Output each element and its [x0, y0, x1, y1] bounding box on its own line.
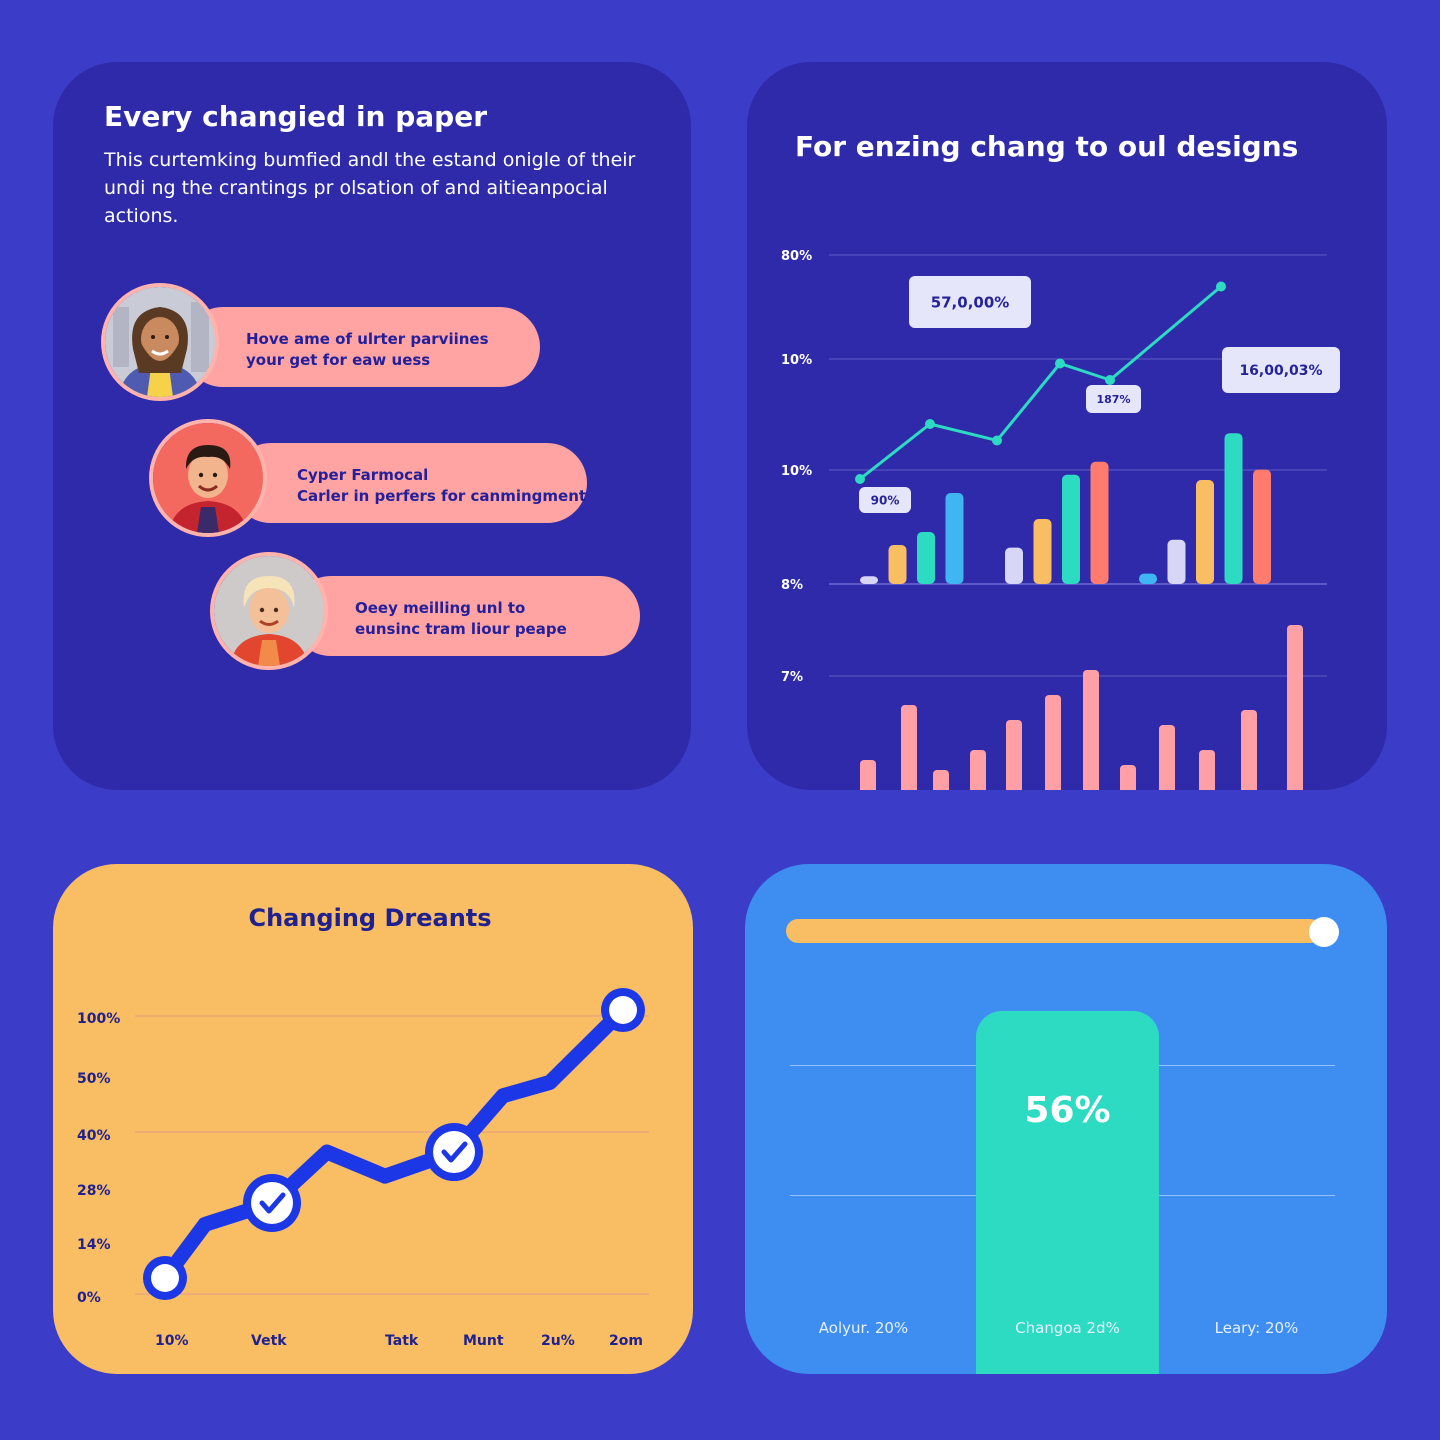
testimonial-line-1: Cyper Farmocal	[297, 466, 429, 484]
young-man-avatar-icon	[149, 419, 267, 537]
lower-bar	[1287, 625, 1303, 790]
trend-line	[859, 285, 1222, 481]
testimonial-line-2: your get for eaw uess	[246, 351, 431, 369]
callout-label: 57,0,00%	[931, 293, 1010, 311]
callout-label: 187%	[1097, 393, 1131, 406]
callout-label: 90%	[871, 493, 900, 507]
trend-point	[992, 435, 1002, 446]
y-tick-label: 80%	[781, 249, 812, 264]
lower-bar	[1199, 750, 1215, 790]
bar	[1062, 474, 1080, 584]
testimonials-description: This curtemking bumfied andl the estand …	[104, 149, 636, 227]
x-tick-label: 2u%	[541, 1333, 575, 1349]
lower-bar	[933, 770, 949, 790]
lower-bar	[970, 750, 986, 790]
x-tick-label: Munt	[463, 1333, 504, 1349]
callout-label: 16,00,03%	[1239, 363, 1322, 379]
lower-bar	[1006, 720, 1022, 790]
bar	[1167, 539, 1186, 584]
bar	[1224, 433, 1243, 584]
lower-bar	[860, 760, 876, 790]
bar	[1139, 573, 1157, 584]
callout-box	[859, 487, 911, 513]
bar	[917, 532, 935, 584]
testimonials-title: Every changied in paper	[104, 100, 488, 133]
trend-point	[1055, 358, 1065, 369]
testimonial-line-2: eunsinc tram liour peape	[355, 620, 567, 638]
callout-box	[1086, 385, 1141, 413]
bearded-man-avatar-icon	[101, 283, 219, 401]
trend-point	[1216, 281, 1226, 292]
x-tick-label: 10%	[155, 1333, 189, 1349]
bar	[1033, 519, 1052, 584]
progress-slider-track[interactable]	[786, 919, 1322, 943]
bar	[1090, 461, 1109, 584]
lower-bar	[901, 705, 917, 790]
testimonial-pill[interactable]: Hove ame of ulrter parviines your get fo…	[183, 307, 540, 387]
testimonial-line-2: Carler in perfers for canmingment	[297, 487, 587, 505]
bar	[1196, 480, 1214, 584]
trend-point	[925, 419, 935, 429]
bar	[1253, 469, 1271, 584]
line-chart-card: Changing Dreants 100% 50% 40% 28% 14% 0% 10% Ve…	[53, 864, 693, 1374]
y-tick-label: 14%	[77, 1237, 111, 1253]
data-point-center	[151, 1264, 179, 1292]
lower-bar	[1083, 670, 1099, 790]
y-tick-label: 28%	[77, 1183, 111, 1199]
y-tick-label: 7%	[781, 670, 803, 685]
data-point-center	[609, 996, 637, 1024]
bar	[860, 576, 878, 584]
lower-bar	[1045, 695, 1061, 790]
callout-box	[1222, 347, 1340, 393]
lower-bar	[1241, 710, 1257, 790]
category-label: Changoa 2d%	[1015, 1319, 1120, 1337]
checkmark-icon	[441, 1141, 468, 1163]
y-tick-label: 8%	[781, 578, 803, 593]
y-tick-label: 50%	[77, 1071, 111, 1087]
testimonials-card: Every changied in paper This curtemking …	[53, 62, 691, 790]
y-tick-label: 40%	[77, 1128, 111, 1144]
x-tick-label: Tatk	[385, 1333, 419, 1349]
bar	[945, 493, 964, 584]
y-tick-label: 10%	[781, 464, 812, 479]
bar-chart-canvas: 80% 10% 10% 8% 7% 57,0,00% 16,00,03% 187% 90%	[781, 249, 1340, 790]
line-chart-canvas: 100% 50% 40% 28% 14% 0% 10% Vetk Tatk Munt 2u% 2om	[77, 988, 649, 1349]
trend-point	[855, 474, 865, 484]
trend-point	[1105, 375, 1115, 385]
bar-chart-card: For enzing chang to oul designs 80% 10% 10…	[747, 62, 1387, 790]
y-tick-label: 0%	[77, 1290, 101, 1306]
y-tick-label: 100%	[77, 1011, 120, 1027]
x-tick-label: 2om	[609, 1333, 643, 1349]
progress-slider-handle[interactable]	[1309, 917, 1339, 947]
older-man-avatar-icon	[210, 552, 328, 670]
lower-bar	[1159, 725, 1175, 790]
lower-bar	[1120, 765, 1136, 790]
testimonial-line-1: Hove ame of ulrter parviines	[246, 330, 489, 348]
progress-card: 56% Aolyur. 20% Changoa 2d% Leary: 20%	[745, 864, 1387, 1374]
bar-chart-title: For enzing chang to oul designs	[795, 130, 1299, 163]
checkmark-icon	[259, 1192, 286, 1214]
line-chart-title: Changing Dreants	[248, 904, 492, 932]
highlight-column	[976, 1011, 1159, 1374]
highlight-value: 56%	[1024, 1090, 1111, 1131]
testimonial-line-1: Oeey meilling unl to	[355, 599, 526, 617]
y-tick-label: 10%	[781, 353, 812, 368]
data-point-center	[251, 1181, 293, 1224]
callout-box	[909, 276, 1031, 328]
category-label: Leary: 20%	[1214, 1319, 1299, 1337]
data-point-center	[433, 1131, 475, 1174]
testimonial-pill[interactable]: Cyper Farmocal Carler in perfers for can…	[231, 443, 587, 523]
bar	[888, 545, 907, 584]
testimonial-pill[interactable]: Oeey meilling unl to eunsinc tram liour …	[291, 576, 640, 656]
trend-line	[157, 1002, 631, 1286]
bar	[1005, 547, 1023, 584]
category-label: Aolyur. 20%	[818, 1319, 909, 1337]
x-tick-label: Vetk	[251, 1333, 287, 1349]
